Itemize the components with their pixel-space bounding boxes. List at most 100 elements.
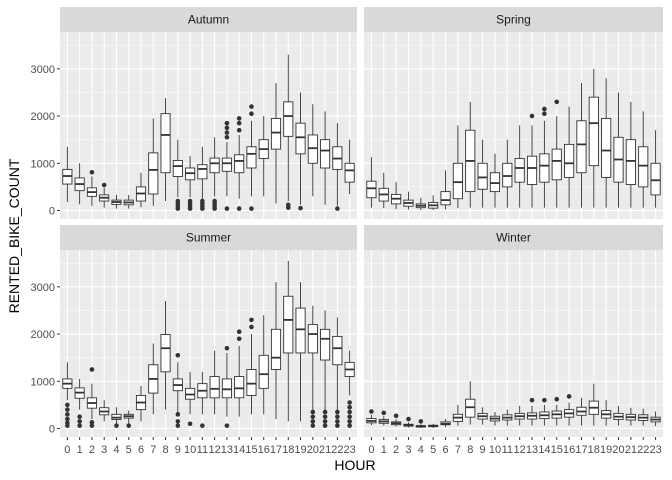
outlier-point [322, 423, 328, 428]
box-spring-hour-14 [539, 106, 550, 208]
panel-background-spring [364, 32, 663, 219]
outlier-point [406, 416, 411, 422]
box-autumn-hour-10 [185, 156, 196, 211]
x-tick-label: 15 [245, 444, 257, 456]
box-spring-hour-20 [613, 92, 624, 208]
x-tick-label: 19 [294, 444, 306, 456]
box-iqr [307, 324, 318, 354]
facet-spring: Spring [364, 7, 663, 219]
x-axis-title: HOUR [334, 457, 375, 473]
box-autumn-hour-23 [344, 139, 355, 194]
x-tick-label: 7 [455, 444, 461, 456]
box-iqr [148, 152, 159, 195]
outlier-point [89, 367, 95, 372]
facet-label-spring: Spring [496, 13, 531, 27]
outlier-point [335, 206, 340, 211]
box-summer-hour-9 [172, 353, 183, 428]
box-spring-hour-13 [526, 113, 538, 208]
outlier-point [249, 111, 254, 116]
outlier-point [347, 400, 352, 405]
box-iqr [270, 117, 282, 150]
panel-background-summer [60, 250, 357, 437]
x-tick-label: 3 [405, 444, 411, 456]
x-tick-label: 8 [467, 444, 473, 456]
box-summer-hour-19 [295, 282, 306, 422]
box-autumn-hour-19 [295, 92, 306, 211]
outlier-point [175, 353, 181, 358]
y-tick-label: 2000 [31, 111, 55, 123]
box-spring-hour-10 [489, 153, 501, 208]
outlier-point [529, 397, 535, 403]
box-summer-hour-21 [320, 310, 331, 428]
box-spring-hour-7 [452, 125, 463, 209]
y-axis-title: RENTED_BIKE_COUNT [6, 158, 22, 313]
box-autumn-hour-18 [283, 54, 294, 210]
outlier-point [347, 423, 352, 428]
x-tick-label: 18 [282, 444, 294, 456]
box-spring-hour-18 [588, 68, 599, 208]
outlier-point [322, 419, 328, 424]
box-iqr [209, 376, 220, 399]
outlier-point [200, 198, 205, 204]
outlier-point [249, 317, 254, 323]
outlier-point [566, 394, 572, 399]
box-iqr [221, 157, 232, 172]
box-iqr [588, 96, 599, 167]
outlier-point [298, 205, 303, 211]
box-iqr [564, 143, 575, 178]
outlier-point [236, 120, 242, 126]
box-winter-hour-20 [613, 405, 624, 426]
x-tick-label: 13 [526, 444, 538, 456]
box-spring-hour-4 [415, 197, 426, 211]
box-autumn-hour-1 [74, 163, 85, 205]
x-tick-label: 11 [502, 444, 513, 456]
box-iqr [197, 164, 208, 180]
y-tick-label: 2000 [31, 329, 55, 341]
outlier-point [529, 113, 535, 119]
box-iqr [526, 155, 538, 185]
box-iqr [551, 148, 562, 181]
outlier-point [175, 412, 181, 417]
facet-autumn: Autumn 0 1000 2000 3000 [31, 7, 357, 219]
box-iqr [258, 354, 269, 389]
box-iqr [246, 146, 257, 169]
x-tick-label: 4 [418, 444, 424, 456]
outlier-point [65, 412, 70, 417]
x-tick-label: 5 [126, 444, 132, 456]
box-summer-hour-0 [62, 362, 73, 428]
x-tick-label: 16 [258, 444, 270, 456]
box-winter-hour-23 [650, 411, 661, 427]
facet-strip-autumn [60, 7, 357, 32]
facet-label-winter: Winter [496, 231, 531, 245]
x-tick-label: 6 [138, 444, 144, 456]
box-iqr [270, 328, 282, 370]
outlier-point [322, 409, 328, 415]
box-winter-hour-3 [403, 416, 414, 428]
box-autumn-hour-7 [148, 118, 159, 206]
box-summer-hour-3 [99, 400, 110, 422]
facet-strip-winter [364, 225, 663, 250]
x-tick-label: 8 [162, 444, 168, 456]
x-tick-label: 20 [307, 444, 319, 456]
box-iqr [320, 139, 331, 169]
box-iqr [366, 180, 377, 199]
outlier-point [310, 414, 316, 419]
box-iqr [246, 369, 257, 396]
panel-background-autumn [60, 32, 357, 219]
outlier-point [554, 396, 560, 402]
y-tick-label: 0 [49, 206, 55, 218]
outlier-point [249, 104, 254, 109]
outlier-point [310, 423, 316, 428]
x-tick-label: 6 [442, 444, 448, 456]
box-autumn-hour-17 [270, 83, 282, 204]
outlier-point [285, 202, 291, 208]
box-autumn-hour-4 [111, 194, 122, 209]
box-summer-hour-14 [234, 329, 245, 417]
x-tick-label: 20 [612, 444, 624, 456]
box-autumn-hour-15 [246, 104, 257, 211]
box-iqr [539, 153, 550, 183]
box-iqr [160, 113, 171, 174]
x-tick-label: 14 [538, 444, 550, 456]
box-iqr [576, 120, 587, 174]
box-summer-hour-1 [74, 378, 85, 428]
